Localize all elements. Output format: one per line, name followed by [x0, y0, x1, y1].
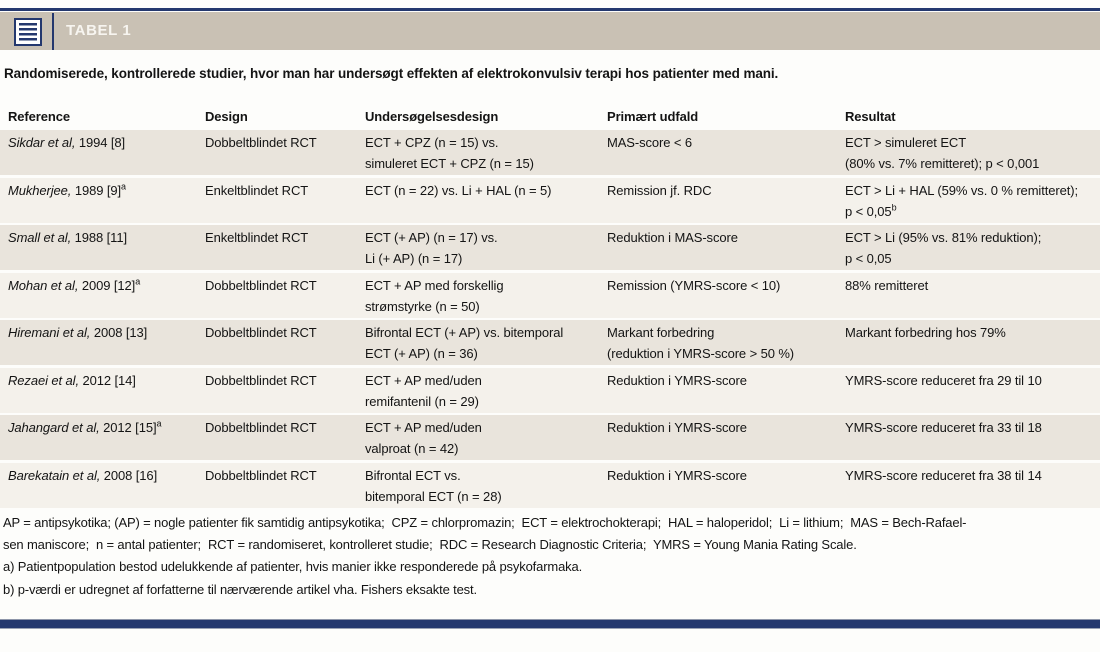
- outcome-cell: Remission jf. RDC: [607, 182, 712, 198]
- table-header-bar: TABEL 1: [0, 12, 1100, 50]
- footnote-a: a) Patientpopulation bestod udelukkende …: [3, 559, 583, 575]
- study-design-cell: ECT + AP med/uden valproat (n = 42): [365, 420, 482, 456]
- design-cell: Dobbeltblindet RCT: [205, 135, 317, 150]
- outcome-cell: Remission (YMRS-score < 10): [607, 277, 781, 293]
- design-cell: Dobbeltblindet RCT: [205, 372, 317, 388]
- design-cell: Enkeltblindet RCT: [205, 182, 309, 198]
- table-list-icon: [14, 18, 42, 46]
- result-cell: YMRS-score reduceret fra 29 til 10: [845, 372, 1042, 388]
- footnote-abbreviations-line2: sen maniscore; n = antal patienter; RCT …: [3, 537, 857, 553]
- column-header-study-design: Undersøgelsesdesign: [365, 109, 499, 124]
- column-header-reference: Reference: [8, 109, 70, 124]
- outcome-cell: Reduktion i YMRS-score: [607, 467, 747, 483]
- outcome-cell: Reduktion i YMRS-score: [607, 420, 747, 435]
- header-divider: [52, 13, 54, 50]
- footnotes: AP = antipsykotika; (AP) = nogle patient…: [3, 512, 1099, 601]
- study-design-cell: ECT (+ AP) (n = 17) vs. Li (+ AP) (n = 17…: [365, 230, 498, 266]
- table-tag: TABEL 1: [66, 22, 132, 39]
- reference-cell: Small et al, 1988 [11]: [8, 230, 127, 245]
- design-cell: Dobbeltblindet RCT: [205, 325, 317, 340]
- result-cell: Markant forbedring hos 79%: [845, 325, 1006, 340]
- column-header-row: Reference Design Undersøgelsesdesign Pri…: [0, 104, 1100, 130]
- study-design-cell: ECT (n = 22) vs. Li + HAL (n = 5): [365, 182, 552, 198]
- reference-cell: Rezaei et al, 2012 [14]: [8, 372, 136, 388]
- table-row: Barekatain et al, 2008 [16] Dobbeltblind…: [0, 462, 1100, 508]
- table-row: Mukherjee, 1989 [9]a Enkeltblindet RCT E…: [0, 177, 1100, 223]
- outcome-cell: MAS-score < 6: [607, 135, 693, 150]
- reference-cell: Mohan et al, 2009 [12]a: [8, 276, 141, 293]
- design-cell: Dobbeltblindet RCT: [205, 467, 317, 483]
- result-cell: YMRS-score reduceret fra 38 til 14: [845, 467, 1042, 483]
- reference-cell: Sikdar et al, 1994 [8]: [8, 135, 126, 150]
- reference-cell: Hiremani et al, 2008 [13]: [8, 325, 148, 340]
- table-row: Sikdar et al, 1994 [8] Dobbeltblindet RC…: [0, 130, 1100, 175]
- table-row: Small et al, 1988 [11] Enkeltblindet RCT…: [0, 225, 1100, 270]
- column-header-design: Design: [205, 109, 248, 124]
- bottom-rule: [0, 619, 1100, 629]
- table-row: Mohan et al, 2009 [12]a Dobbeltblindet R…: [0, 272, 1100, 318]
- table-row: Hiremani et al, 2008 [13] Dobbeltblindet…: [0, 320, 1100, 365]
- reference-cell: Mukherjee, 1989 [9]a: [8, 181, 126, 198]
- design-cell: Dobbeltblindet RCT: [205, 277, 317, 293]
- study-design-cell: ECT + CPZ (n = 15) vs. simuleret ECT + CP…: [365, 135, 534, 171]
- column-header-primary-outcome: Primært udfald: [607, 109, 699, 124]
- top-rule: [0, 8, 1100, 11]
- design-cell: Enkeltblindet RCT: [205, 230, 309, 245]
- study-design-cell: Bifrontal ECT vs. bitemporal ECT (n = 28): [365, 467, 502, 504]
- result-cell: ECT > simuleret ECT (80% vs. 7% remittere…: [845, 135, 1040, 171]
- footnote-b: b) p-værdi er udregnet af forfatterne ti…: [3, 581, 477, 597]
- outcome-cell: Markant forbedring (reduktion i YMRS-scor…: [607, 325, 795, 361]
- result-cell: YMRS-score reduceret fra 33 til 18: [845, 420, 1042, 435]
- result-cell: ECT > Li + HAL (59% vs. 0 % remitteret);…: [845, 182, 1078, 219]
- result-cell: 88% remitteret: [845, 277, 929, 293]
- outcome-cell: Reduktion i MAS-score: [607, 230, 738, 245]
- outcome-cell: Reduktion i YMRS-score: [607, 372, 747, 388]
- reference-cell: Barekatain et al, 2008 [16]: [8, 467, 158, 483]
- study-design-cell: ECT + AP med forskellig strømstyrke (n = …: [365, 277, 504, 314]
- table-caption: Randomiserede, kontrollerede studier, hv…: [4, 66, 779, 81]
- study-design-cell: ECT + AP med/uden remifantenil (n = 29): [365, 372, 482, 409]
- design-cell: Dobbeltblindet RCT: [205, 420, 317, 435]
- result-cell: ECT > Li (95% vs. 81% reduktion); p < 0,0…: [845, 230, 1042, 266]
- reference-cell: Jahangard et al, 2012 [15]a: [8, 418, 162, 435]
- table-row: Jahangard et al, 2012 [15]a Dobbeltblind…: [0, 415, 1100, 460]
- study-design-cell: Bifrontal ECT (+ AP) vs. bitemporal ECT (…: [365, 325, 564, 361]
- column-header-result: Resultat: [845, 109, 896, 124]
- footnote-abbreviations-line1: AP = antipsykotika; (AP) = nogle patient…: [3, 515, 967, 530]
- table-row: Rezaei et al, 2012 [14] Dobbeltblindet R…: [0, 367, 1100, 413]
